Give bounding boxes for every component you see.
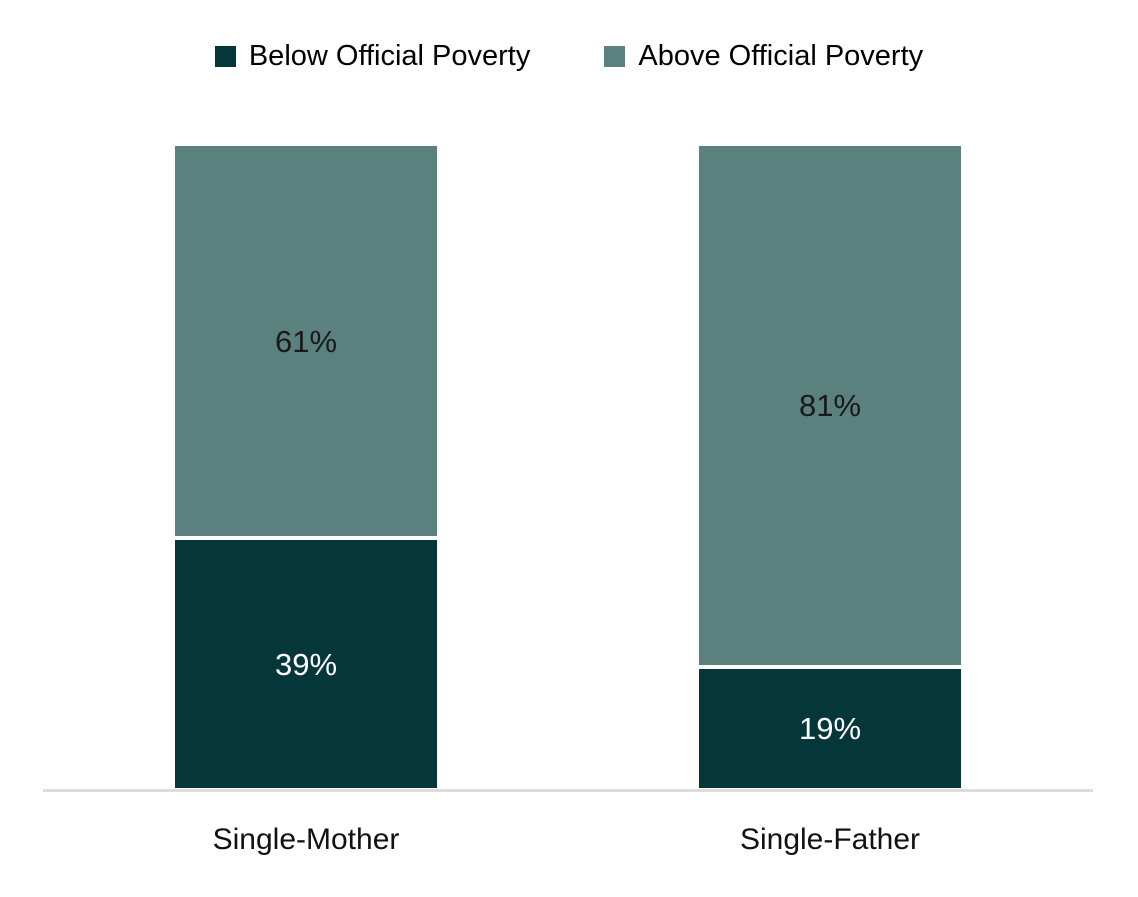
bar-single-father: 81% 19% bbox=[697, 144, 963, 790]
segment-above-poverty-single-mother: 61% bbox=[173, 144, 439, 539]
data-label-above-single-father: 81% bbox=[798, 388, 862, 424]
legend-item-below-official-poverty: Below Official Poverty bbox=[214, 40, 531, 72]
plot-area: 61% 39% 81% 19% bbox=[0, 144, 1138, 790]
chart-legend: Below Official Poverty Above Official Po… bbox=[0, 42, 1138, 71]
bar-single-mother: 61% 39% bbox=[173, 144, 439, 790]
x-axis-line bbox=[43, 789, 1093, 792]
legend-swatch-below-icon bbox=[214, 46, 236, 67]
data-label-below-single-mother: 39% bbox=[274, 646, 338, 682]
legend-label-below: Below Official Poverty bbox=[248, 40, 531, 72]
legend-label-above: Above Official Poverty bbox=[638, 40, 924, 72]
category-label-single-mother: Single-Mother bbox=[212, 823, 400, 856]
legend-item-above-official-poverty: Above Official Poverty bbox=[604, 42, 923, 71]
category-label-single-father: Single-Father bbox=[739, 823, 921, 856]
data-label-above-single-mother: 61% bbox=[274, 323, 338, 359]
segment-above-poverty-single-father: 81% bbox=[697, 144, 963, 668]
data-label-below-single-father: 19% bbox=[798, 711, 862, 747]
segment-below-poverty-single-father: 19% bbox=[697, 667, 963, 790]
legend-swatch-above-icon bbox=[604, 46, 626, 67]
segment-below-poverty-single-mother: 39% bbox=[173, 538, 439, 790]
